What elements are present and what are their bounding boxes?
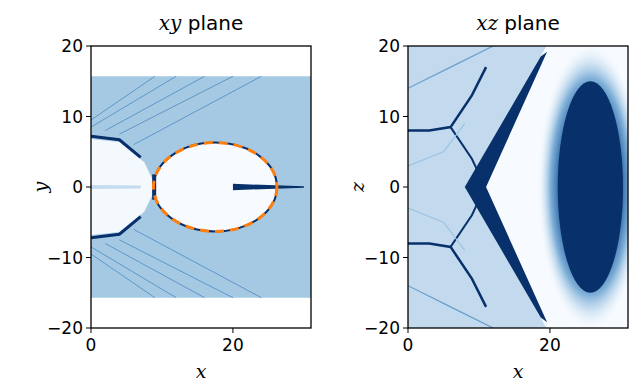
y-tick-label: 10 <box>61 107 83 127</box>
y-tick <box>403 257 408 258</box>
x-tick-label: 20 <box>222 335 244 355</box>
density-spike <box>233 184 304 190</box>
density-band <box>91 217 141 238</box>
density-line <box>91 247 176 298</box>
panel-title: xy plane <box>159 11 243 35</box>
y-tick <box>86 328 91 329</box>
density-line <box>408 124 465 166</box>
density-line <box>408 286 493 328</box>
density-line <box>119 240 233 298</box>
x-axis-label: x <box>513 360 524 382</box>
panel-title: xz plane <box>476 11 560 35</box>
density-line <box>134 229 262 297</box>
density-line <box>91 76 155 120</box>
density-background <box>91 76 311 297</box>
x-tick <box>232 328 233 333</box>
y-axis-label: y <box>29 181 51 193</box>
density-line <box>119 76 233 134</box>
chart-svg: 020−20−1001020xy planexy020−20−1001020xz… <box>0 0 629 386</box>
x-tick-label: 0 <box>403 335 414 355</box>
y-tick <box>403 328 408 329</box>
density-line <box>408 208 465 250</box>
density-line <box>91 76 176 127</box>
y-tick <box>403 187 408 188</box>
cavity <box>91 139 156 235</box>
y-tick-label: 20 <box>378 36 400 56</box>
y-tick-label: 10 <box>378 107 400 127</box>
x-tick <box>549 328 550 333</box>
y-tick <box>86 257 91 258</box>
density-line <box>105 243 204 297</box>
density-core <box>558 81 623 293</box>
density-line <box>408 46 493 88</box>
x-tick <box>91 328 92 333</box>
density-band <box>408 243 486 306</box>
y-tick <box>403 116 408 117</box>
figure: 020−20−1001020xy planexy020−20−1001020xz… <box>0 0 629 386</box>
y-tick-label: 0 <box>72 177 83 197</box>
y-tick-label: −20 <box>47 318 83 338</box>
density-background <box>408 46 628 328</box>
density-band <box>465 52 547 323</box>
y-axis-label: z <box>346 181 368 193</box>
x-tick <box>408 328 409 333</box>
plot-area <box>91 76 311 297</box>
axes-frame <box>91 46 311 328</box>
density-band <box>91 136 141 157</box>
y-tick <box>86 46 91 47</box>
density-line <box>134 76 262 144</box>
fitted-ellipse <box>153 143 276 232</box>
density-line <box>91 254 155 298</box>
density-halo <box>537 46 628 328</box>
y-tick-label: 20 <box>61 36 83 56</box>
y-tick <box>86 187 91 188</box>
y-tick <box>403 46 408 47</box>
y-tick <box>86 116 91 117</box>
density-line <box>105 76 204 130</box>
density-band <box>91 185 141 189</box>
density-band <box>408 67 486 130</box>
y-tick-label: 0 <box>389 177 400 197</box>
axes-frame <box>408 46 628 328</box>
y-tick-label: −10 <box>364 248 400 268</box>
x-tick-label: 20 <box>539 335 561 355</box>
x-tick-label: 0 <box>86 335 97 355</box>
plot-area <box>408 46 628 328</box>
y-tick-label: −20 <box>364 318 400 338</box>
x-axis-label: x <box>196 360 207 382</box>
y-tick-label: −10 <box>47 248 83 268</box>
